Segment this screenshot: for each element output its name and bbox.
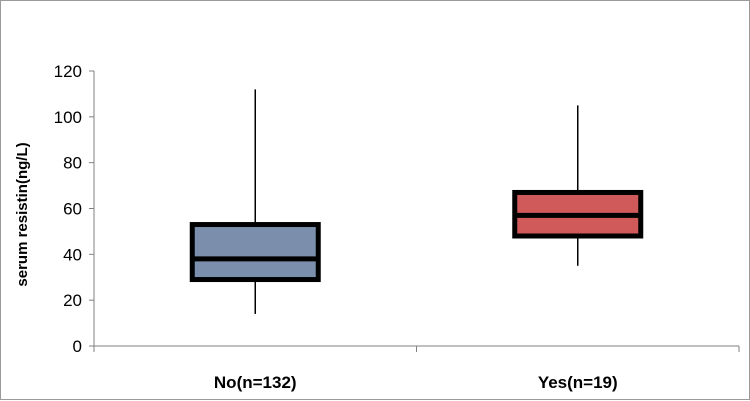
y-ticks: 0 20 40 60 80 100 120 [54, 62, 94, 356]
y-axis-title: serum resistin(ng/L) [14, 142, 31, 286]
category-label: Yes(n=19) [538, 373, 618, 392]
boxes [189, 89, 644, 314]
y-tick-label: 60 [63, 200, 82, 219]
y-tick-label: 100 [54, 108, 82, 127]
box-yes [512, 105, 644, 266]
y-tick-label: 120 [54, 62, 82, 81]
y-tick-label: 80 [63, 154, 82, 173]
category-labels: No(n=132) Yes(n=19) [214, 373, 618, 392]
interquartile-box [189, 222, 321, 283]
x-ticks [93, 346, 740, 352]
y-tick-label: 20 [63, 291, 82, 310]
box-no [189, 89, 321, 314]
y-tick-label: 40 [63, 245, 82, 264]
y-tick-label: 0 [73, 337, 82, 356]
category-label: No(n=132) [214, 373, 297, 392]
